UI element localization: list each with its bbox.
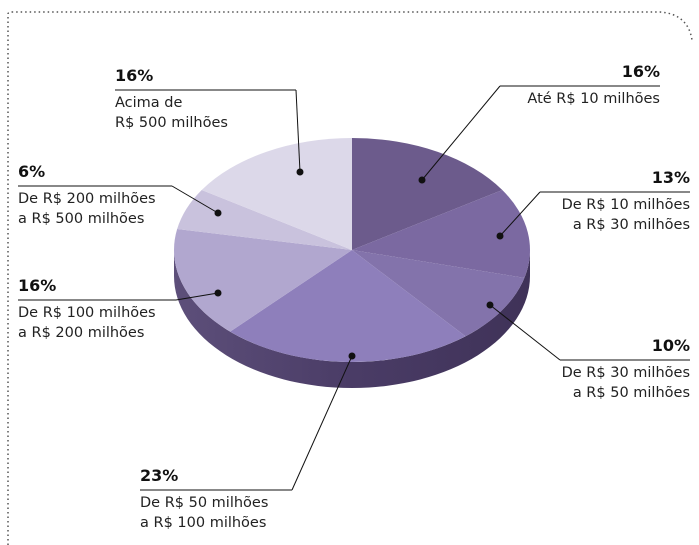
- value-label: 16%: [115, 66, 154, 85]
- pie-slice: [230, 250, 466, 362]
- value-label: 16%: [621, 62, 660, 81]
- pie-slice: [352, 189, 530, 278]
- leader-line: [171, 185, 219, 214]
- pie-slice: [177, 189, 352, 250]
- category-label: Até R$ 10 milhões: [527, 91, 660, 107]
- pie-slice: [173, 229, 352, 332]
- category-label: De R$ 30 milhões a R$ 50 milhões: [561, 365, 690, 401]
- leader-line: [489, 304, 561, 361]
- value-label: 23%: [140, 466, 179, 485]
- pie-side: [174, 250, 530, 388]
- pie-slice: [352, 250, 525, 337]
- leader-dot: [214, 289, 222, 297]
- category-label: De R$ 200 milhões a R$ 500 milhões: [18, 191, 156, 227]
- leader-line: [175, 292, 219, 301]
- value-label: 10%: [651, 336, 690, 355]
- leader-dot: [418, 176, 426, 184]
- category-label: De R$ 50 milhões a R$ 100 milhões: [140, 495, 269, 531]
- leader-dot: [348, 352, 356, 360]
- pie-slice: [201, 138, 352, 250]
- category-label: Acima de R$ 500 milhões: [115, 95, 228, 131]
- leader-dot: [496, 232, 504, 240]
- leader-line: [295, 89, 301, 173]
- dotted-border: [7, 11, 693, 545]
- leader-dot: [214, 209, 222, 217]
- leader-line: [291, 355, 353, 491]
- category-label: De R$ 10 milhões a R$ 30 milhões: [561, 197, 690, 233]
- pie-slice: [352, 138, 503, 250]
- leader-dot: [486, 301, 494, 309]
- value-label: 13%: [651, 168, 690, 187]
- category-label: De R$ 100 milhões a R$ 200 milhões: [18, 305, 156, 341]
- leader-line: [421, 85, 501, 181]
- value-label: 6%: [18, 162, 46, 181]
- leader-dot: [296, 168, 304, 176]
- leader-line: [499, 191, 541, 237]
- value-label: 16%: [18, 276, 57, 295]
